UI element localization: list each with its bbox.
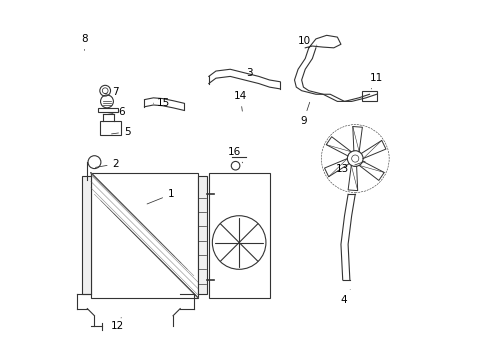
Text: 9: 9 [300,102,309,126]
Bar [198,176,206,294]
Bar [82,176,91,294]
Bar [91,173,198,298]
Bar [98,108,118,112]
Text: 2: 2 [95,159,119,169]
Text: 6: 6 [106,107,125,117]
Text: 11: 11 [369,73,383,89]
Text: 14: 14 [233,91,246,111]
Text: 15: 15 [153,98,169,108]
Bar [362,91,376,102]
Text: 4: 4 [340,289,349,305]
Text: 12: 12 [111,318,124,331]
Bar [100,121,121,135]
Text: 5: 5 [111,127,130,137]
Text: 1: 1 [147,189,174,204]
Text: 16: 16 [228,147,242,163]
Text: 13: 13 [335,161,365,174]
Text: 8: 8 [81,34,88,50]
Text: 10: 10 [297,36,316,46]
Text: 7: 7 [104,87,119,98]
Bar [208,173,269,298]
Text: 3: 3 [246,68,253,78]
